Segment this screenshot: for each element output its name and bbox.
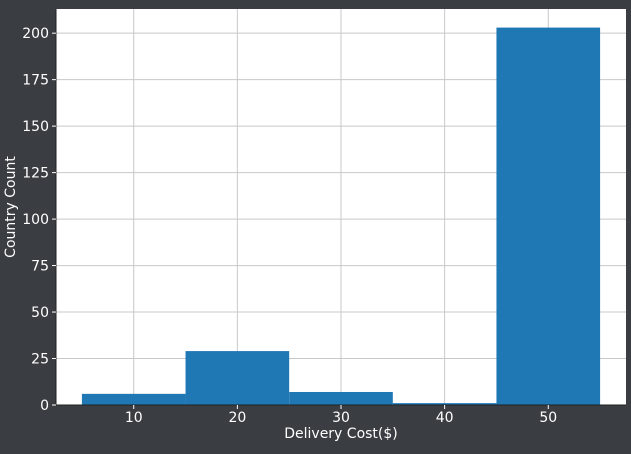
y-tick-label: 75: [31, 259, 49, 275]
y-tick-label: 25: [31, 352, 49, 368]
y-tick-label: 50: [31, 305, 49, 321]
y-axis-label: Country Count: [3, 156, 19, 258]
x-tick-label: 20: [228, 410, 246, 426]
x-axis-label: Delivery Cost($): [284, 426, 398, 442]
x-tick-label: 50: [539, 410, 557, 426]
x-tick-label: 10: [125, 410, 143, 426]
histogram-bar: [392, 403, 497, 405]
histogram-bar: [289, 391, 393, 405]
histogram-bar: [496, 27, 601, 405]
axes: 10 20 30 40 50 0 25 50 75 100 125 150 175 200: [22, 9, 626, 426]
y-tick-label: 200: [22, 26, 49, 42]
bars: [81, 27, 601, 405]
histogram-bar: [185, 351, 290, 405]
x-tick-label: 30: [332, 410, 350, 426]
y-tick-label: 100: [22, 212, 49, 228]
y-tick-label: 175: [22, 73, 49, 89]
histogram-bar: [81, 393, 186, 405]
x-tick-label: 40: [436, 410, 454, 426]
y-tick-label: 0: [40, 398, 49, 414]
y-tick-label: 125: [22, 166, 49, 182]
y-tick-label: 150: [22, 119, 49, 135]
